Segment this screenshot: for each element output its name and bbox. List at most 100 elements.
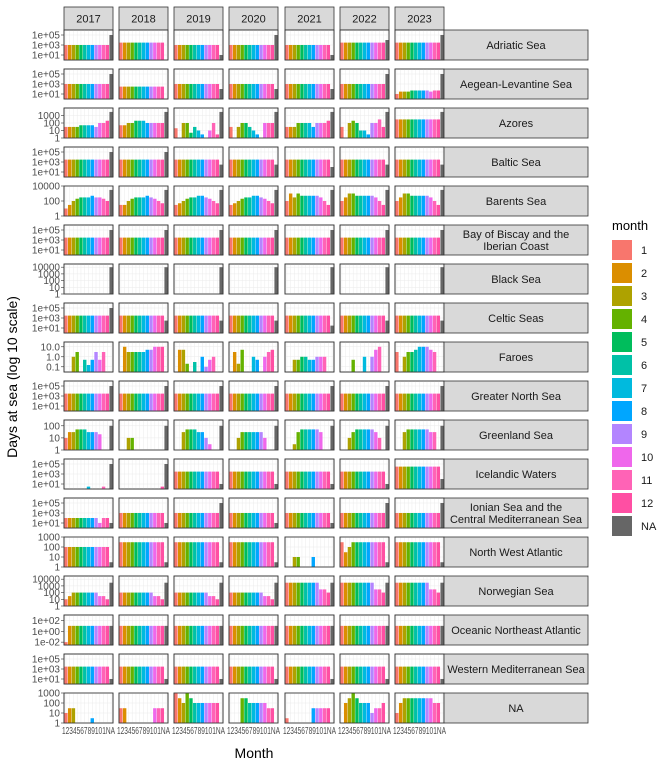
- panel-border: [339, 692, 390, 724]
- bar-month-5: [79, 84, 83, 99]
- bar-month-9: [259, 45, 263, 60]
- bar-month-12: [160, 708, 165, 723]
- legend-swatch: [612, 493, 632, 513]
- bar-month-7: [196, 159, 201, 177]
- bar-month-1: [285, 393, 289, 411]
- bar-month-5: [189, 159, 193, 177]
- y-tick-label: 1e+01: [32, 402, 61, 413]
- y-tick-label: 100: [43, 119, 60, 130]
- bar-month-3: [236, 437, 241, 450]
- bar-month-1: [229, 126, 233, 138]
- bar-month-4: [406, 237, 410, 255]
- bar-month-12: [270, 471, 275, 489]
- bar-month-5: [189, 666, 193, 684]
- bar-month-8: [255, 134, 259, 138]
- bar-month-9: [370, 471, 374, 489]
- bar-month-2: [177, 203, 182, 216]
- bar-month-1: [174, 625, 178, 645]
- bar-month-NA: [219, 164, 223, 177]
- bar-month-1: [395, 625, 399, 645]
- bar-month-4: [351, 542, 355, 567]
- bar-month-11: [101, 352, 106, 372]
- bar-month-3: [181, 432, 186, 450]
- panel-border: [339, 29, 390, 61]
- bar-month-12: [436, 393, 441, 411]
- bar-month-2: [288, 315, 293, 333]
- bar-month-11: [322, 708, 327, 723]
- bar-month-7: [196, 393, 201, 411]
- bar-month-8: [200, 592, 204, 606]
- bar-month-12: [270, 599, 275, 606]
- bar-month-3: [292, 666, 297, 684]
- bar-month-7: [307, 625, 312, 645]
- bar-month-1: [395, 352, 399, 372]
- bar-month-11: [101, 159, 106, 177]
- bar-month-12: [215, 45, 220, 60]
- bar-month-7: [251, 592, 256, 606]
- bar-month-10: [374, 159, 378, 177]
- panel-border: [118, 68, 169, 100]
- panel-border: [173, 107, 224, 139]
- bar-month-9: [204, 666, 208, 684]
- bar-month-9: [259, 237, 263, 255]
- region-strip-label: Black Sea: [491, 274, 541, 286]
- bar-month-8: [366, 471, 370, 489]
- bar-month-6: [83, 359, 87, 372]
- bar-month-2: [67, 666, 72, 684]
- bar-month-1: [340, 513, 344, 528]
- bar-month-9: [315, 582, 319, 606]
- bar-month-6: [193, 592, 197, 606]
- bar-month-NA: [330, 267, 334, 294]
- bar-month-NA: [109, 582, 113, 606]
- bar-month-3: [236, 159, 241, 177]
- bar-month-5: [300, 237, 304, 255]
- bar-month-6: [414, 625, 418, 645]
- bar-month-11: [211, 201, 216, 216]
- bar-month-11: [211, 159, 216, 177]
- bar-month-2: [232, 513, 237, 528]
- region-strip: [443, 263, 589, 295]
- legend-label: 7: [641, 383, 647, 395]
- bar-month-NA: [440, 164, 444, 177]
- bar-month-10: [98, 123, 102, 138]
- bar-month-6: [359, 429, 363, 450]
- bar-month-NA: [164, 111, 168, 138]
- bar-month-11: [432, 90, 437, 99]
- bar-month-NA: [330, 230, 334, 255]
- bar-month-10: [208, 444, 212, 450]
- bar-month-7: [362, 159, 367, 177]
- bar-month-3: [292, 444, 297, 450]
- bar-month-4: [296, 582, 300, 606]
- bar-month-6: [359, 513, 363, 528]
- bar-month-11: [322, 45, 327, 60]
- bar-month-NA: [330, 189, 334, 216]
- bar-month-5: [410, 513, 414, 528]
- bar-month-4: [240, 198, 244, 216]
- bar-month-4: [406, 542, 410, 567]
- y-tick-label: 1e+03: [32, 392, 61, 403]
- panel-border: [284, 224, 335, 256]
- bar-month-8: [366, 42, 370, 60]
- bar-month-7: [86, 315, 91, 333]
- bar-month-7: [417, 195, 422, 216]
- y-tick-label: 100: [43, 197, 60, 208]
- bar-month-11: [101, 625, 106, 645]
- y-tick-label: 1e+05: [32, 70, 61, 81]
- panel-border: [118, 185, 169, 217]
- bar-month-11: [322, 159, 327, 177]
- bar-month-5: [300, 356, 304, 372]
- bar-month-6: [304, 625, 308, 645]
- bar-month-3: [236, 592, 241, 606]
- bar-month-NA: [385, 320, 389, 333]
- bar-month-NA: [219, 425, 223, 450]
- bar-month-12: [436, 513, 441, 528]
- bar-month-6: [193, 542, 197, 567]
- bar-month-1: [229, 666, 233, 684]
- bar-month-4: [185, 592, 189, 606]
- bar-month-5: [134, 513, 138, 528]
- bar-month-8: [145, 237, 149, 255]
- bar-month-NA: [440, 386, 444, 411]
- year-strip-label: 2021: [297, 14, 321, 26]
- bar-month-8: [366, 315, 370, 333]
- bar-month-12: [215, 625, 220, 645]
